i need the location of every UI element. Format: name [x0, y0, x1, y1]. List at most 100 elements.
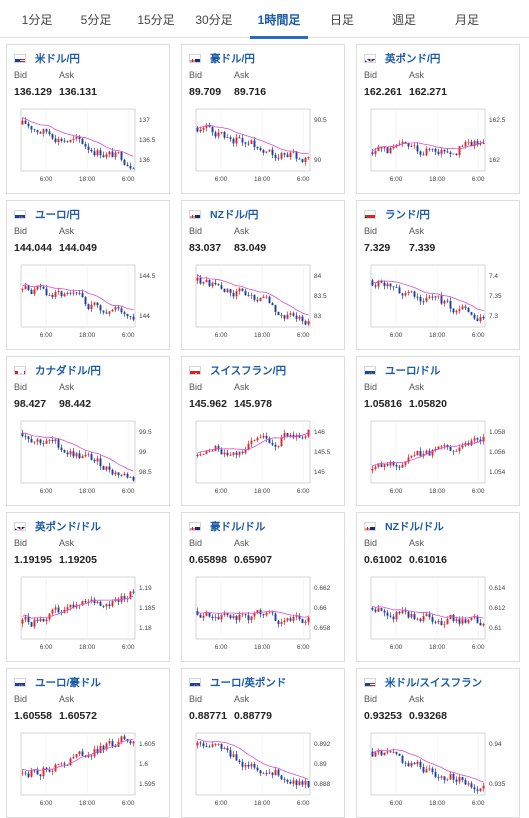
currency-pair-link[interactable]: 米ドル/円: [35, 52, 80, 65]
currency-pair-link[interactable]: スイスフラン/円: [210, 364, 287, 377]
tab-daily[interactable]: 日足: [329, 13, 354, 27]
price-chart[interactable]: 6:00 18:00 6:00 1.605 1.6 1.595: [11, 729, 167, 813]
rate-card[interactable]: 豪ドル/円 Bid Ask 89.709 89.716 6:00 18:00 6:00 90.5…: [181, 44, 345, 194]
rate-card[interactable]: ユーロ/ドル Bid Ask 1.05816 1.05820 6:00 18:00 6:00 1…: [356, 356, 520, 506]
rate-card[interactable]: 英ポンド/円 Bid Ask 162.261 162.271 6:00 18:00 6:00 1…: [356, 44, 520, 194]
candle-body: [479, 622, 482, 626]
currency-pair-link[interactable]: 米ドル/スイスフラン: [385, 676, 483, 689]
candle-body: [398, 287, 401, 294]
currency-pair-link[interactable]: ユーロ/英ポンド: [210, 676, 287, 689]
currency-pair-link[interactable]: カナダドル/円: [35, 364, 101, 377]
price-chart[interactable]: 6:00 18:00 6:00 1.058 1.056 1.054: [361, 417, 517, 501]
currency-pair-link[interactable]: NZドル/円: [210, 208, 259, 221]
currency-pair-link[interactable]: ユーロ/円: [35, 208, 80, 221]
price-chart[interactable]: 6:00 18:00 6:00 162.5 162: [361, 105, 517, 189]
rate-card[interactable]: カナダドル/円 Bid Ask 98.427 98.442 6:00 18:00 6:00 99…: [6, 356, 170, 506]
rate-card[interactable]: ユーロ/豪ドル Bid Ask 1.60558 1.60572 6:00 18:00 6:00…: [6, 668, 170, 818]
tab-1hour[interactable]: 1時間足: [246, 0, 312, 39]
candle-body: [244, 614, 247, 616]
candle-body: [416, 296, 419, 298]
candle-body: [99, 150, 102, 156]
candle-body: [117, 599, 120, 602]
candle-body: [220, 285, 223, 289]
candle-body: [132, 591, 135, 593]
candle-body: [196, 742, 199, 746]
price-chart[interactable]: 6:00 18:00 6:00 0.662 0.66 0.658: [186, 573, 342, 657]
x-tick-label: 18:00: [429, 644, 446, 651]
candle-body: [377, 464, 380, 467]
candle-body: [307, 157, 310, 158]
currency-pair-link[interactable]: 英ポンド/円: [385, 52, 441, 65]
candle-body: [244, 449, 247, 453]
candle-body: [283, 433, 286, 438]
currency-pair-link[interactable]: ランド/円: [385, 208, 430, 221]
candle-body: [57, 607, 60, 613]
bid-value: 144.044: [14, 242, 52, 254]
candle-body: [90, 599, 93, 602]
price-chart[interactable]: 6:00 18:00 6:00 0.94 0.935: [361, 729, 517, 813]
currency-pair-link[interactable]: 豪ドル/円: [210, 52, 255, 65]
candle-body: [464, 306, 467, 308]
rate-card[interactable]: 英ポンド/ドル Bid Ask 1.19195 1.19205 6:00 18:00 6:00…: [6, 512, 170, 662]
candle-body: [84, 454, 87, 457]
candle-body: [111, 309, 114, 312]
candle-body: [404, 293, 407, 296]
candle-body: [205, 746, 208, 748]
rate-card[interactable]: ユーロ/円 Bid Ask 144.044 144.049 6:00 18:00 6:00 14…: [6, 200, 170, 350]
candle-body: [470, 141, 473, 147]
candle-body: [407, 292, 410, 294]
candle-body: [410, 146, 413, 148]
candle-body: [407, 457, 410, 463]
candle-body: [99, 602, 102, 606]
currency-pair-link[interactable]: 英ポンド/ドル: [35, 520, 101, 533]
bid-value: 83.037: [189, 242, 222, 254]
price-chart[interactable]: 6:00 18:00 6:00 0.892 0.89 0.888: [186, 729, 342, 813]
candle-body: [57, 764, 60, 765]
rate-card[interactable]: 米ドル/スイスフラン Bid Ask 0.93253 0.93268 6:00 18:00 6…: [356, 668, 520, 818]
currency-pair-link[interactable]: ユーロ/ドル: [385, 364, 441, 377]
price-chart[interactable]: 6:00 18:00 6:00 144.5 144: [11, 261, 167, 345]
price-chart[interactable]: 6:00 18:00 6:00 7.4 7.35 7.3: [361, 261, 517, 345]
candle-body: [289, 781, 292, 784]
ask-value: 1.05820: [409, 398, 447, 410]
x-tick-label: 6:00: [472, 332, 485, 339]
rate-card[interactable]: ユーロ/英ポンド Bid Ask 0.88771 0.88779 6:00 18:00 6:0…: [181, 668, 345, 818]
price-chart[interactable]: 6:00 18:00 6:00 1.19 1.185 1.18: [11, 573, 167, 657]
rate-card[interactable]: NZドル/円 Bid Ask 83.037 83.049 6:00 18:00 6:00 84 8…: [181, 200, 345, 350]
candle-body: [461, 777, 464, 780]
price-chart[interactable]: 6:00 18:00 6:00 137 136.5 136: [11, 105, 167, 189]
currency-pair-link[interactable]: 豪ドル/ドル: [210, 520, 266, 533]
rate-card[interactable]: 米ドル/円 Bid Ask 136.129 136.131 6:00 18:00 6:00 13…: [6, 44, 170, 194]
tab-monthly[interactable]: 月足: [454, 13, 479, 27]
x-tick-label: 6:00: [297, 644, 310, 651]
y-tick-label: 90: [314, 157, 322, 164]
price-chart[interactable]: 6:00 18:00 6:00 99.5 99 98.5: [11, 417, 167, 501]
tab-weekly[interactable]: 週足: [391, 13, 416, 27]
candle-body: [199, 454, 202, 456]
y-tick-label: 7.4: [489, 273, 498, 280]
tab-1min[interactable]: 1分足: [21, 13, 53, 27]
candle-body: [380, 464, 383, 467]
currency-pair-link[interactable]: ユーロ/豪ドル: [35, 676, 101, 689]
currency-pair-link[interactable]: NZドル/ドル: [385, 520, 444, 533]
candle-body: [280, 315, 283, 316]
ca-flag-icon: [14, 365, 26, 375]
tab-15min[interactable]: 15分足: [137, 13, 175, 27]
price-chart[interactable]: 6:00 18:00 6:00 0.614 0.612 0.61: [361, 573, 517, 657]
rate-card[interactable]: NZドル/ドル Bid Ask 0.61002 0.61016 6:00 18:00 6:00…: [356, 512, 520, 662]
price-chart[interactable]: 6:00 18:00 6:00 90.5 90: [186, 105, 342, 189]
price-chart[interactable]: 6:00 18:00 6:00 84 83.5 83: [186, 261, 342, 345]
candle-body: [458, 309, 461, 311]
x-tick-label: 6:00: [297, 488, 310, 495]
candle-body: [247, 295, 250, 296]
candle-body: [217, 446, 220, 450]
rate-card[interactable]: スイスフラン/円 Bid Ask 145.962 145.978 6:00 18:00 6:0…: [181, 356, 345, 506]
price-chart[interactable]: 6:00 18:00 6:00 146 145.5 145: [186, 417, 342, 501]
rate-card[interactable]: ランド/円 Bid Ask 7.329 7.339 6:00 18:00 6:00 7.4 7.3…: [356, 200, 520, 350]
candle-body: [42, 767, 45, 777]
candle-body: [90, 755, 93, 757]
rate-card[interactable]: 豪ドル/ドル Bid Ask 0.65898 0.65907 6:00 18:00 6:00 0…: [181, 512, 345, 662]
card-header: スイスフラン/円: [189, 363, 286, 377]
tab-5min[interactable]: 5分足: [80, 13, 112, 27]
tab-30min[interactable]: 30分足: [195, 13, 233, 27]
